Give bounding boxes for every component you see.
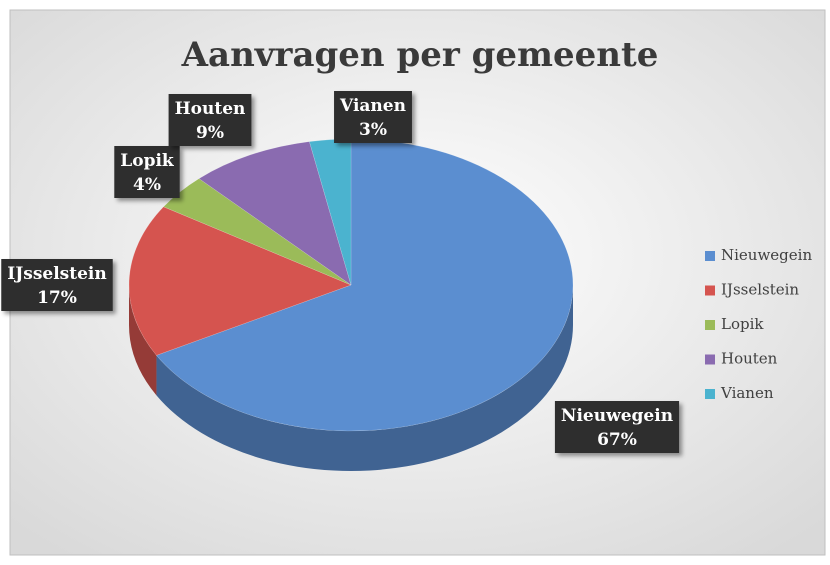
data-label: Nieuwegein 67% bbox=[554, 401, 680, 453]
legend-label: Lopik bbox=[721, 315, 764, 333]
slice bbox=[198, 141, 352, 286]
label-value: 67% bbox=[597, 430, 637, 450]
label-value: 4% bbox=[133, 175, 161, 195]
data-label: Vianen 3% bbox=[334, 91, 412, 143]
slice-side bbox=[129, 285, 157, 396]
data-label: Lopik 4% bbox=[114, 146, 180, 198]
label-name: Lopik bbox=[120, 151, 175, 171]
label-box bbox=[168, 94, 252, 146]
pie bbox=[128, 138, 574, 471]
label-name: Nieuwegein bbox=[561, 406, 673, 426]
legend-swatch bbox=[705, 389, 715, 399]
slice bbox=[156, 138, 574, 432]
data-label: IJsselstein 17% bbox=[1, 259, 113, 311]
chart-title: Aanvragen per gemeente bbox=[181, 35, 659, 75]
legend-label: Houten bbox=[721, 350, 778, 368]
label-name: Vianen bbox=[339, 96, 406, 116]
label-name: Houten bbox=[175, 99, 246, 119]
label-box bbox=[1, 259, 113, 311]
slice bbox=[163, 178, 352, 286]
legend-label: Nieuwegein bbox=[721, 246, 812, 264]
label-box bbox=[114, 146, 180, 198]
legend-swatch bbox=[705, 320, 715, 330]
slice bbox=[128, 206, 352, 356]
legend-swatch bbox=[705, 251, 715, 261]
label-name: IJsselstein bbox=[7, 264, 106, 284]
legend-label: Vianen bbox=[720, 384, 774, 402]
label-box bbox=[334, 91, 412, 143]
data-label: Houten 9% bbox=[168, 94, 252, 146]
label-box bbox=[554, 401, 680, 453]
label-value: 9% bbox=[196, 123, 224, 143]
legend-swatch bbox=[705, 354, 715, 365]
label-value: 17% bbox=[37, 288, 77, 308]
data-labels: Nieuwegein 67% IJsselstein 17% Lopik 4% Houten… bbox=[1, 91, 680, 453]
slice-side bbox=[156, 285, 574, 471]
legend-label: IJsselstein bbox=[721, 281, 799, 299]
legend-swatch bbox=[705, 285, 715, 296]
label-value: 3% bbox=[359, 120, 387, 140]
legend: Nieuwegein IJsselstein Lopik Houten Vianen bbox=[705, 246, 812, 402]
